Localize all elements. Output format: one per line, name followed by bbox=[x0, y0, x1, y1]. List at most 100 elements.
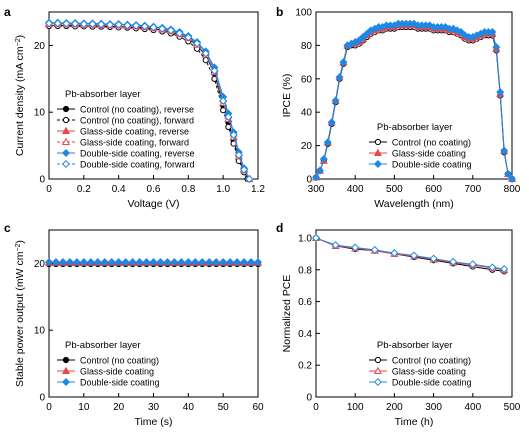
data-point bbox=[245, 174, 254, 184]
x-tick-label: 1.2 bbox=[251, 184, 265, 195]
y-tick-label: 0 bbox=[306, 393, 312, 404]
y-tick-label: 0.4 bbox=[298, 329, 312, 340]
data-point bbox=[453, 26, 462, 35]
x-tick-label: 400 bbox=[347, 184, 364, 195]
data-point bbox=[500, 264, 509, 273]
data-point bbox=[44, 258, 54, 267]
data-point bbox=[233, 258, 242, 267]
series-a-5 bbox=[44, 19, 254, 184]
data-point bbox=[460, 31, 469, 40]
data-point bbox=[409, 251, 419, 260]
data-point bbox=[93, 258, 102, 267]
x-tick-label: 0.6 bbox=[147, 184, 161, 195]
legend-swatch-marker bbox=[62, 105, 70, 113]
data-point bbox=[58, 258, 67, 267]
legend-swatch-marker bbox=[61, 126, 71, 135]
data-point bbox=[79, 20, 88, 29]
series-d-2 bbox=[311, 233, 509, 273]
data-point bbox=[107, 258, 116, 267]
data-point bbox=[212, 258, 221, 267]
data-point bbox=[507, 174, 517, 184]
legend-entry: Double-side coating bbox=[80, 378, 160, 388]
data-point bbox=[72, 258, 81, 267]
x-tick-label: 700 bbox=[464, 184, 481, 195]
y-tick-label: 20 bbox=[34, 259, 46, 270]
legend-entry: Double-side coating, forward bbox=[80, 160, 195, 170]
legend-entry: Glass-side coating bbox=[80, 367, 154, 377]
data-point bbox=[468, 260, 477, 269]
data-point bbox=[224, 112, 233, 121]
x-tick-label: 400 bbox=[464, 402, 481, 413]
x-tick-label: 0 bbox=[46, 402, 52, 413]
x-tick-label: 500 bbox=[504, 402, 521, 413]
x-tick-label: 10 bbox=[78, 402, 90, 413]
panel-label-a: a bbox=[4, 5, 11, 19]
data-point bbox=[65, 258, 74, 267]
data-point bbox=[429, 254, 438, 263]
y-tick-label: 10 bbox=[34, 326, 46, 337]
legend-entry: Glass-side coating bbox=[392, 149, 466, 159]
data-point bbox=[105, 20, 114, 29]
legend-swatch-marker bbox=[61, 137, 71, 146]
data-point bbox=[114, 20, 123, 29]
data-point bbox=[114, 258, 123, 267]
data-point bbox=[132, 21, 141, 30]
legend-swatch-marker bbox=[373, 366, 382, 375]
x-axis-title: Time (s) bbox=[134, 416, 172, 428]
panel-c: c 0 10 20 30 40 50 60 0 10 20 Time (s) Stable power … bbox=[4, 221, 264, 428]
panel-label-b: b bbox=[276, 5, 283, 19]
y-tick-label: 0.6 bbox=[298, 297, 312, 308]
data-point bbox=[201, 49, 210, 58]
y-axis-title: Stable power output (mW cm−2) bbox=[14, 240, 26, 387]
data-point bbox=[488, 28, 497, 37]
data-point bbox=[240, 258, 249, 267]
data-point bbox=[71, 19, 80, 28]
data-point bbox=[86, 258, 95, 267]
panel-b: b 300 400 500 600 700 800 0 20 40 60 80 100 Wavelengt… bbox=[276, 5, 521, 210]
panel-label-c: c bbox=[4, 221, 11, 235]
x-tick-label: 300 bbox=[425, 402, 442, 413]
data-point bbox=[135, 258, 144, 267]
data-point bbox=[149, 258, 158, 267]
y-tick-label: 20 bbox=[34, 41, 46, 52]
data-point bbox=[156, 258, 165, 267]
x-tick-label: 0 bbox=[313, 402, 319, 413]
data-point bbox=[247, 258, 256, 267]
legend-title: Pb-absorber layer bbox=[377, 122, 453, 133]
y-tick-label: 100 bbox=[295, 8, 312, 19]
data-point bbox=[158, 24, 167, 33]
legend-swatch-marker bbox=[373, 377, 382, 387]
legend-swatch-marker bbox=[373, 148, 382, 157]
legend-swatch-marker bbox=[62, 356, 70, 364]
x-axis-title: Voltage (V) bbox=[128, 198, 180, 210]
data-point bbox=[492, 43, 501, 52]
legend-entry: Control (no coating) bbox=[392, 138, 471, 148]
x-tick-label: 500 bbox=[386, 184, 403, 195]
data-point bbox=[170, 258, 179, 267]
x-tick-label: 50 bbox=[218, 402, 230, 413]
data-point bbox=[234, 150, 243, 159]
legend-entry: Glass-side coating bbox=[392, 367, 466, 377]
y-tick-label: 0 bbox=[39, 175, 45, 186]
y-tick-label: 0.2 bbox=[298, 361, 312, 372]
x-tick-label: 200 bbox=[386, 402, 403, 413]
data-point bbox=[79, 258, 88, 267]
data-point bbox=[175, 29, 184, 38]
data-point bbox=[441, 23, 450, 32]
data-point bbox=[198, 258, 207, 267]
x-tick-label: 30 bbox=[148, 402, 160, 413]
y-tick-label: 10 bbox=[34, 108, 46, 119]
data-point bbox=[210, 66, 219, 75]
x-tick-label: 40 bbox=[183, 402, 195, 413]
data-point bbox=[62, 19, 71, 28]
data-point bbox=[219, 258, 228, 267]
data-point bbox=[240, 165, 249, 174]
data-point bbox=[177, 258, 186, 267]
x-tick-label: 100 bbox=[347, 402, 364, 413]
legend-entry: Control (no coating) bbox=[80, 356, 159, 366]
series-d-1 bbox=[311, 233, 509, 273]
y-axis-title: IPCE (%) bbox=[281, 74, 293, 118]
data-point bbox=[311, 173, 321, 182]
y-tick-label: 1.0 bbox=[298, 233, 312, 244]
